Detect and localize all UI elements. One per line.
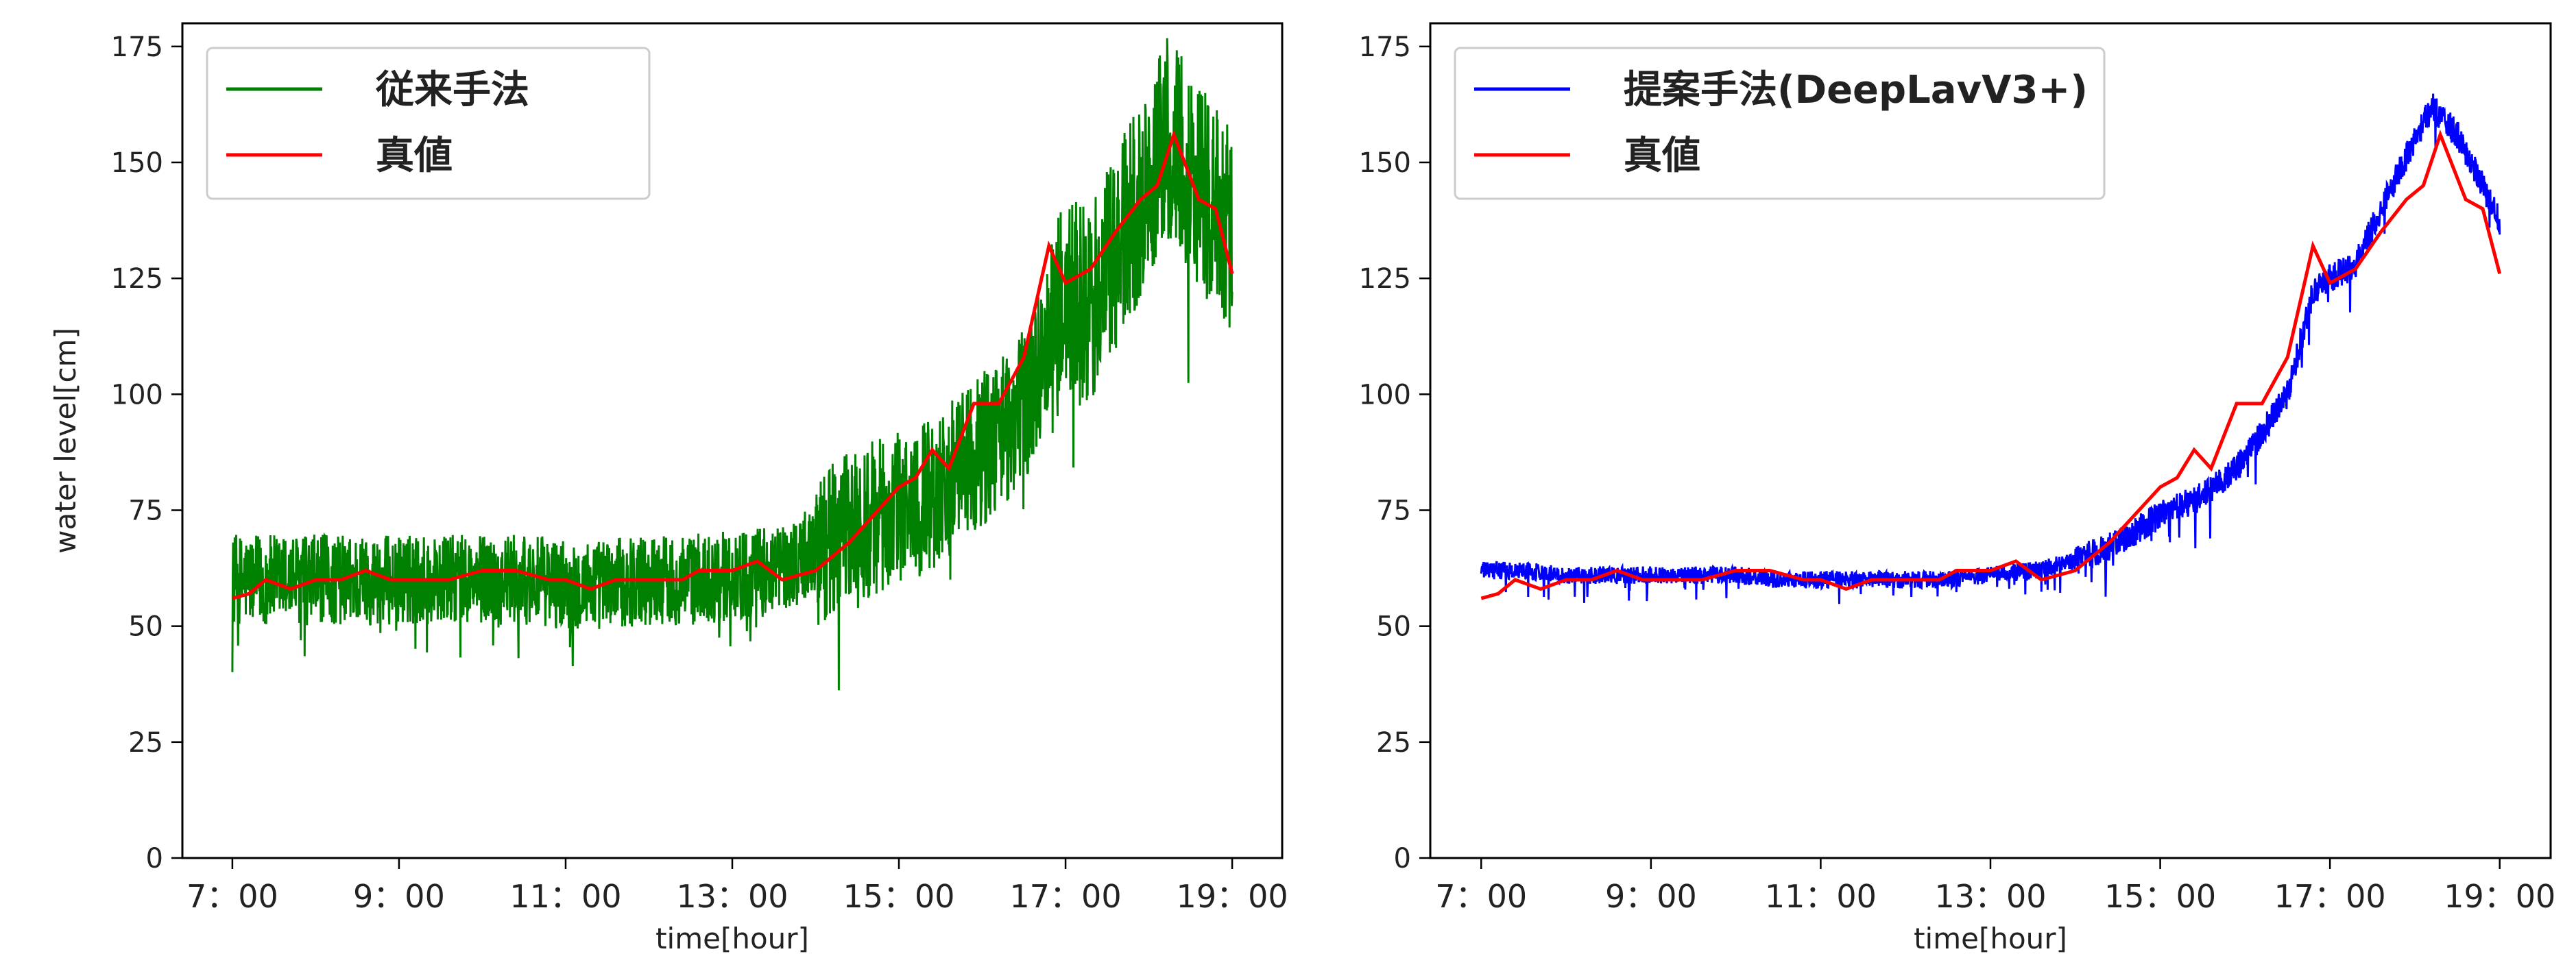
legend-label: 真値 <box>1624 134 1700 178</box>
chart-panel-left: 0 25 50 75 100 125 150 175 7：00 9：00 11：00 13：00 15：… <box>0 0 1288 977</box>
x-tick-label: 11：00 <box>1765 878 1877 915</box>
series-line-conventional <box>231 38 1233 691</box>
chart-left: 0 25 50 75 100 125 150 175 7：00 9：00 11：00 13：00 15：… <box>49 22 1288 955</box>
y-tick-label: 175 <box>1359 32 1411 63</box>
y-tick-label: 50 <box>1376 611 1411 643</box>
x-tick-label: 7：00 <box>1435 878 1527 915</box>
y-tick-label: 25 <box>1376 727 1411 759</box>
x-tick-label: 13：00 <box>1934 878 2046 915</box>
x-tick-label: 15：00 <box>843 878 954 915</box>
x-tick-label: 9：00 <box>1605 878 1697 915</box>
y-tick-label: 0 <box>1394 843 1411 874</box>
y-tick-label: 175 <box>111 32 163 63</box>
y-tick-label: 150 <box>111 147 163 179</box>
plot-frame <box>1429 22 2552 859</box>
x-tick-label: 19：00 <box>1177 878 1288 915</box>
legend-box <box>1454 47 2106 200</box>
x-tick-label: 9：00 <box>353 878 445 915</box>
legend-label: 提案手法(DeepLavV3+) <box>1624 68 2088 112</box>
series-line-proposed <box>1480 93 2501 604</box>
x-tick-label: 11：00 <box>509 878 621 915</box>
y-tick-label: 75 <box>128 495 163 527</box>
y-tick-label: 100 <box>1359 379 1411 411</box>
x-tick-label: 7：00 <box>186 878 278 915</box>
y-tick-label: 75 <box>1376 495 1411 527</box>
y-tick-label: 100 <box>111 379 163 411</box>
x-tick-label: 17：00 <box>2274 878 2386 915</box>
legend-box <box>206 47 651 200</box>
y-tick-label: 125 <box>1359 263 1411 295</box>
y-axis-label: water level[cm] <box>49 328 82 554</box>
y-tick-label: 25 <box>128 727 163 759</box>
legend-label: 真値 <box>376 134 453 178</box>
x-tick-label: 19：00 <box>2444 878 2555 915</box>
y-tick-label: 150 <box>1359 147 1411 179</box>
chart-panel-right: 0 25 50 75 100 125 150 175 7：00 9：00 11：00 13：00 15：… <box>1288 0 2575 977</box>
series-line-ground-truth <box>1480 130 2502 600</box>
y-tick-label: 0 <box>146 843 163 874</box>
x-axis-label: time[hour] <box>1914 922 2067 955</box>
x-tick-label: 15：00 <box>2104 878 2216 915</box>
legend-label: 従来手法 <box>375 68 529 112</box>
y-tick-label: 50 <box>128 611 163 643</box>
x-axis-label: time[hour] <box>655 922 809 955</box>
x-tick-label: 13：00 <box>676 878 788 915</box>
series-line-ground-truth <box>232 129 1234 600</box>
y-tick-label: 125 <box>111 263 163 295</box>
plot-frame <box>181 22 1284 859</box>
x-tick-label: 17：00 <box>1010 878 1122 915</box>
chart-right: 0 25 50 75 100 125 150 175 7：00 9：00 11：00 13：00 15：… <box>1359 22 2555 955</box>
